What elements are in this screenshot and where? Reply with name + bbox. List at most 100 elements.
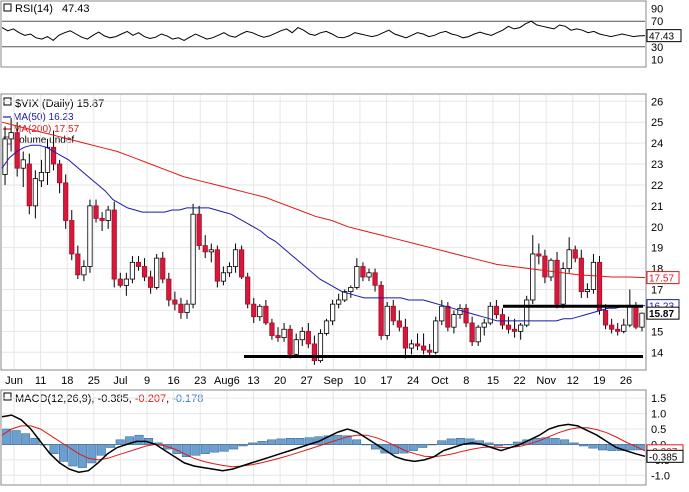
candle-body — [75, 253, 81, 276]
candle-body — [99, 218, 105, 221]
macd-line — [1, 414, 646, 473]
ma50-line — [1, 144, 646, 322]
candle-body — [548, 259, 554, 278]
candle-body — [123, 278, 129, 286]
macd-hist-bar — [96, 444, 106, 456]
price-tick-label: 25 — [651, 117, 663, 129]
macd-hist-bar — [541, 437, 551, 445]
candle-body — [414, 343, 421, 347]
volume-label: Volume undef — [13, 135, 74, 146]
x-tick-label: 12 — [567, 375, 579, 387]
candle-body — [69, 220, 75, 255]
candle-body — [463, 307, 469, 324]
price-panel — [0, 93, 647, 371]
macd-hist-bar — [446, 438, 456, 445]
candle-body — [615, 328, 621, 332]
x-tick-label: 22 — [513, 375, 525, 387]
candle-body — [196, 213, 202, 246]
macd-hist-bar — [276, 438, 286, 445]
candle-body — [560, 268, 566, 305]
price-tick-label: 23 — [651, 159, 663, 171]
candle-body — [390, 305, 396, 322]
x-tick-label: Oct — [431, 375, 448, 387]
x-tick-label: Aug6 — [214, 375, 240, 387]
candle-body — [208, 249, 214, 253]
candle-body — [596, 261, 603, 311]
rsi-tick-label: 10 — [651, 55, 663, 67]
candle-body — [287, 328, 293, 355]
macd-hist-bar — [493, 444, 503, 447]
x-tick-label: 10 — [354, 375, 366, 387]
macd-hist-bar — [21, 433, 31, 445]
rsi-tick-label: 30 — [651, 42, 663, 54]
candle-body — [81, 266, 87, 276]
macd-legend-signal: -0.207 — [135, 393, 166, 405]
candle-body — [481, 322, 487, 328]
macd-hist-bar — [181, 444, 191, 458]
candle-body — [184, 303, 190, 313]
candle-body — [148, 276, 154, 288]
x-tick-label: Sep — [324, 375, 344, 387]
candle-body — [160, 257, 166, 280]
macd-hist-bar — [295, 438, 305, 445]
macd-value-box — [646, 449, 684, 463]
macd-hist-bar — [77, 444, 87, 468]
candle-body — [329, 303, 336, 322]
x-tick-label: 26 — [620, 375, 632, 387]
macd-hist-bar — [437, 440, 447, 445]
candle-body — [439, 305, 445, 322]
candle-body — [105, 209, 111, 221]
macd-hist-bar — [115, 439, 125, 445]
last-price-box-label: 15.87 — [649, 309, 674, 320]
candle-body — [408, 343, 415, 349]
candle-body — [384, 305, 390, 336]
candle-body — [251, 303, 257, 318]
x-tick-label: 24 — [407, 375, 419, 387]
ma200-label: MA(200) 17.57 — [13, 124, 80, 135]
candle-body — [141, 266, 148, 278]
candle-body — [257, 305, 263, 318]
candle-body — [511, 328, 518, 332]
price-tick-label: 14 — [651, 347, 663, 359]
macd-hist-bar — [134, 434, 144, 445]
rsi-legend-icon — [3, 3, 12, 12]
macd-hist-bar — [550, 438, 560, 445]
candle-body — [38, 171, 45, 182]
candle-body — [57, 163, 63, 184]
macd-label: MACD(12,26,9) — [15, 393, 91, 405]
candle-body — [50, 146, 57, 165]
rsi-tick-label: 90 — [651, 3, 663, 15]
candle-body — [135, 261, 142, 267]
macd-hist-bar — [248, 442, 258, 445]
candle-body — [396, 320, 402, 328]
macd-legend: MACD(12,26,9), -0.385, -0.207, -0.178 — [3, 392, 203, 405]
macd-hist-bar — [219, 444, 229, 452]
macd-tick-label: -1.0 — [651, 470, 670, 482]
macd-hist-bar — [11, 430, 21, 445]
candle-body — [281, 328, 287, 339]
candle-body — [457, 307, 463, 316]
candle-body — [609, 324, 615, 330]
rsi-label: RSI(14) — [15, 3, 53, 15]
price-tick-label: 19 — [651, 243, 663, 255]
macd-hist-bar — [399, 444, 409, 454]
macd-hist-bar — [427, 444, 437, 446]
macd-hist-bar — [191, 444, 201, 456]
candle-body — [354, 266, 360, 288]
macd-hist-bar — [58, 444, 68, 462]
macd-panel — [0, 389, 647, 486]
candle-body — [269, 322, 275, 336]
macd-hist-bar — [125, 436, 135, 445]
candle-body — [372, 272, 378, 286]
candle-body — [427, 349, 433, 353]
macd-tick-label: 1.0 — [651, 409, 666, 421]
macd-hist-bar — [87, 444, 97, 464]
candle-body — [451, 314, 457, 328]
macd-hist-bar — [40, 444, 50, 446]
macd-hist-bar — [465, 438, 475, 445]
price-tick-label: 26 — [651, 96, 663, 108]
macd-hist-bar — [361, 444, 371, 446]
x-tick-label: 25 — [88, 375, 100, 387]
macd-hist-bar — [597, 444, 607, 451]
